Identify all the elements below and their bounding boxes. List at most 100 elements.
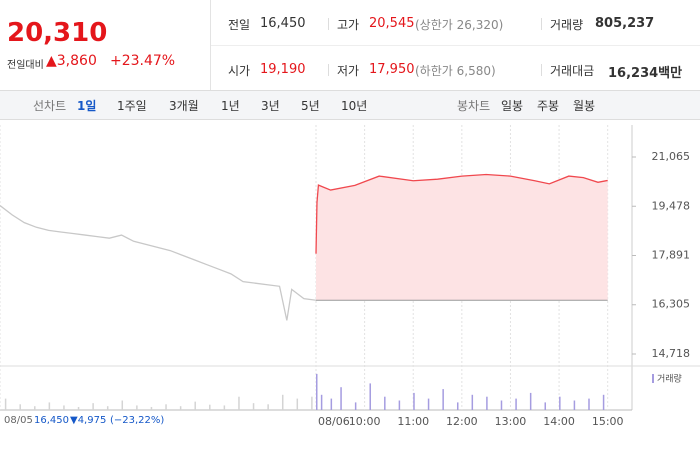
tab[interactable]: 주봉 [537, 99, 560, 113]
divider [541, 18, 542, 30]
volume-bar [427, 398, 430, 410]
x-tick-label: 08/06 [318, 415, 350, 428]
tab[interactable]: 10년 [341, 99, 368, 113]
volume-bar [529, 392, 532, 410]
volume-bar [121, 400, 124, 410]
tab[interactable]: 일봉 [501, 99, 524, 113]
stat-label: 거래대금 [550, 64, 595, 78]
stat-label: 전일 [228, 18, 251, 32]
tab-label: 선차트 [33, 99, 67, 113]
volume-bar [588, 398, 590, 410]
tab-label: 봉차트 [457, 99, 491, 113]
volume-bar [209, 404, 211, 410]
volume-bar [223, 405, 226, 410]
tab[interactable]: 1주일 [117, 99, 147, 113]
volume-bar [602, 394, 605, 410]
stat-value: 16,450 [260, 16, 306, 31]
footer-date: 08/05 [4, 415, 33, 426]
volume-bar [106, 406, 109, 410]
price: 20,310 [7, 18, 108, 48]
volume-legend-key [652, 374, 654, 383]
volume-bar [311, 396, 313, 410]
x-tick-label: 15:00 [592, 415, 624, 428]
volume-bar [316, 373, 318, 410]
stat-value: 20,545 [369, 16, 415, 31]
volume-bar [384, 396, 386, 410]
footer-rate: (−23,22%) [110, 415, 165, 426]
tab[interactable]: 3개월 [169, 99, 199, 113]
stat-value: 17,950 [369, 62, 415, 77]
stat-value: 805,237 [595, 16, 655, 31]
volume-bar [500, 400, 503, 410]
tab-bar: 선차트 1일 1주일 3개월 1년 3년 5년 10년 봉차트 일봉 주봉 월봉 [0, 90, 700, 120]
change-label: 전일대비 [7, 60, 44, 71]
summary-box: 20,310 전일대비 ▲3,860 +23.47% [0, 0, 211, 90]
divider [541, 64, 542, 76]
volume-bar [354, 402, 357, 410]
volume-bar [77, 406, 80, 410]
stat-value: 19,190 [260, 62, 306, 77]
stat-note: (상한가 26,320) [415, 18, 504, 32]
volume-bar [442, 389, 444, 410]
volume-bar [150, 406, 153, 410]
tab[interactable]: 월봉 [573, 99, 596, 113]
volume-bar [471, 394, 474, 410]
area-fill [316, 174, 608, 301]
y-tick-label: 19,478 [652, 199, 691, 212]
y-tick-label: 14,718 [652, 347, 691, 360]
price-line [315, 173, 608, 254]
volume-bar [515, 398, 517, 410]
volume-bar [92, 403, 94, 410]
volume-bar [267, 404, 269, 410]
stat-label: 시가 [228, 64, 251, 78]
tab[interactable]: 1년 [221, 99, 240, 113]
stat-note: (하한가 6,580) [415, 64, 496, 78]
tab[interactable]: 5년 [301, 99, 320, 113]
x-tick-label: 10:00 [349, 415, 381, 428]
volume-bar [573, 400, 576, 410]
stat-label: 저가 [337, 64, 360, 78]
volume-bar [369, 383, 371, 410]
change: ▲3,860 [46, 53, 97, 69]
change-rate: +23.47% [110, 53, 176, 69]
volume-bar [281, 394, 284, 410]
volume-bar [136, 405, 138, 410]
volume-bar [320, 394, 323, 410]
volume-legend: 거래량 [657, 373, 682, 385]
stat-label: 거래량 [550, 18, 584, 32]
footer-change: ▼4,975 [70, 415, 107, 426]
stat-label: 고가 [337, 18, 360, 32]
y-tick-label: 16,305 [652, 298, 691, 311]
volume-bar [330, 398, 333, 410]
volume-bar [340, 387, 342, 410]
y-tick-label: 21,065 [652, 150, 691, 163]
volume-bar [19, 404, 21, 410]
price-line [0, 205, 317, 321]
x-tick-label: 12:00 [446, 415, 478, 428]
footer-price: 16,450 [34, 415, 69, 426]
x-tick-label: 13:00 [495, 415, 527, 428]
volume-bar [165, 404, 167, 410]
volume-bar [413, 392, 415, 410]
tab[interactable]: 1일 [77, 99, 97, 113]
volume-bar [179, 406, 182, 410]
x-tick-label: 11:00 [397, 415, 429, 428]
volume-bar [48, 402, 51, 410]
divider [328, 18, 329, 30]
volume-bar [559, 396, 561, 410]
volume-bar [194, 401, 196, 410]
x-tick-label: 14:00 [543, 415, 575, 428]
volume-bar [456, 402, 459, 410]
volume-bar [238, 396, 240, 410]
volume-bar [544, 402, 546, 410]
volume-bar [296, 398, 299, 410]
y-tick-label: 17,891 [652, 249, 691, 262]
volume-bar [398, 400, 401, 410]
volume-bar [63, 405, 65, 410]
tab[interactable]: 3년 [261, 99, 280, 113]
divider [328, 64, 329, 76]
row-divider [211, 45, 700, 46]
volume-bar [486, 396, 488, 410]
